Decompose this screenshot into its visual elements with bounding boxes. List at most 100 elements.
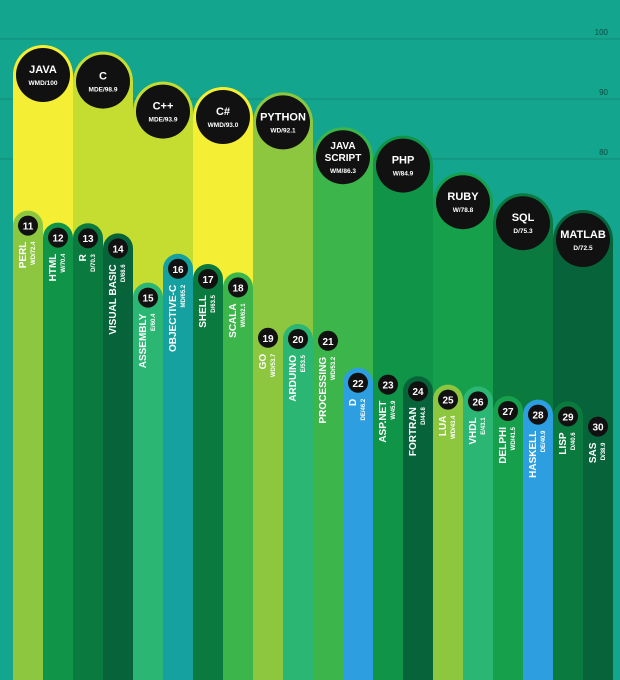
bar-rank-label: 27: [502, 407, 514, 418]
bar-badge: [316, 130, 370, 185]
bar-name-label: ASSEMBLY: [138, 313, 149, 368]
bar-mark: [103, 233, 133, 680]
bar-perl: 11 PERL WD/72.4: [13, 210, 43, 680]
bar-value-label: W/70.4: [61, 253, 67, 273]
bar-mark: [223, 272, 253, 680]
bar-mark: [163, 253, 193, 680]
bar-value-label: D/68.6: [121, 264, 127, 282]
bar-value-label: D/63.5: [211, 294, 217, 312]
bar-name-label: SQL: [512, 212, 535, 224]
bar-badge: [468, 391, 488, 412]
bar-name-label: SHELL: [198, 295, 209, 328]
bar-mark: [253, 322, 283, 680]
bar-badge: [408, 381, 428, 402]
bar-name-label: FORTRAN: [408, 407, 419, 456]
bar-processing: 21 PROCESSING WD/53.2: [313, 325, 343, 680]
bar-badge: [48, 227, 68, 248]
bar-name-label: PROCESSING: [318, 357, 329, 424]
bar-value-label: W/78.8: [453, 207, 474, 214]
bar-name-label: JAVA: [330, 141, 355, 152]
bar-name-label: DELPHI: [498, 427, 509, 464]
bar-mark: [283, 324, 313, 680]
bar-name-label: C++: [153, 101, 174, 113]
bar-mark: [493, 396, 523, 680]
bar-value-label: WM/86.3: [330, 168, 356, 175]
bar-mark: [433, 384, 463, 680]
bar-rank-label: 29: [562, 412, 574, 423]
bar-fortran: 24 FORTRAN D/44.8: [403, 376, 433, 680]
bar-value-label: WMD/93.0: [208, 122, 239, 129]
bar-html: 12 HTML W/70.4: [43, 222, 73, 680]
bar-badge: [256, 95, 310, 150]
bar-name-label: HTML: [48, 254, 59, 282]
bar-scala: 18 SCALA WM/62.1: [223, 272, 253, 680]
bar-rank-label: 17: [202, 275, 214, 286]
bar-value-label: E/43.1: [481, 417, 487, 435]
bar-value-label: WD/72.4: [31, 241, 37, 265]
bar-badge: [258, 327, 278, 348]
bar-r: 13 R D/70.3: [73, 223, 103, 680]
bar-badge: [348, 372, 368, 393]
bar-value-label: MD/65.2: [181, 284, 187, 307]
bar-name-label: VHDL: [468, 417, 479, 444]
bar-badge: [16, 48, 70, 102]
bar-assembly: 15 ASSEMBLY E/60.4: [133, 282, 163, 680]
bar-name-label: PHP: [392, 155, 415, 167]
bar-delphi: 27 DELPHI WD/41.5: [493, 396, 523, 680]
bar-name-label: R: [78, 253, 89, 261]
bar-name-label: C: [99, 71, 107, 83]
bar-rank-label: 20: [292, 335, 304, 346]
bar-badge: [436, 175, 490, 230]
bar-rank-label: 19: [262, 334, 274, 345]
bar-rank-label: 18: [232, 283, 244, 294]
bar-value-label: D/72.5: [573, 245, 593, 252]
bar-sas: 30 SAS D/38.9: [583, 411, 613, 680]
bar-badge: [78, 228, 98, 249]
bar-value-label: WM/62.1: [241, 303, 247, 328]
tick-label: 80: [599, 148, 608, 157]
bar-name-label: ARDUINO: [288, 355, 299, 402]
bar-shell: 17 SHELL D/63.5: [193, 264, 223, 680]
bar-rank-label: 14: [112, 244, 124, 255]
bar-value-label: MDE/93.9: [149, 117, 178, 124]
bar-badge: [18, 215, 38, 236]
bar-badge: [556, 213, 610, 267]
bar-badge: [108, 238, 128, 259]
bar-mark: [553, 401, 583, 680]
bar-name-label: VISUAL BASIC: [108, 264, 119, 334]
bar-badge: [496, 196, 550, 251]
bar-badge: [528, 404, 548, 425]
bar-name-label: SCRIPT: [325, 153, 362, 164]
bar-mark: [343, 367, 373, 680]
bar-value-label: D/38.9: [601, 442, 607, 460]
bar-value-label: D/44.8: [421, 407, 427, 425]
bar-arduino: 20 ARDUINO E/53.5: [283, 324, 313, 680]
bar-rank-label: 22: [352, 379, 364, 390]
tick-label: 100: [595, 28, 609, 37]
bar-badge: [168, 258, 188, 279]
bar-value-label: MDE/98.9: [89, 87, 118, 94]
bar-name-label: SAS: [588, 442, 599, 463]
bar-value-label: W/45.9: [391, 400, 397, 420]
bar-name-label: GO: [258, 354, 269, 370]
bar-badge: [136, 84, 190, 139]
bar-name-label: C#: [216, 106, 230, 118]
bar-value-label: WMD/100: [29, 80, 58, 87]
bar-mark: [73, 223, 103, 680]
bar-name-label: SCALA: [228, 303, 239, 337]
bar-name-label: RUBY: [447, 191, 479, 203]
bar-value-label: E/60.4: [151, 313, 157, 331]
bar-value-label: WD/53.7: [271, 353, 277, 377]
bar-value-label: E/53.5: [301, 354, 307, 372]
bar-name-label: MATLAB: [560, 229, 606, 241]
bar-mark: [313, 325, 343, 680]
bar-rank-label: 23: [382, 381, 394, 392]
bar-name-label: ASP.NET: [378, 401, 389, 443]
bar-badge: [376, 138, 430, 193]
bar-badge: [76, 54, 130, 109]
bar-mark: [403, 376, 433, 680]
bar-rank-label: 30: [592, 423, 604, 434]
bar-value-label: WD/41.5: [511, 426, 517, 450]
bar-value-label: W/84.9: [393, 171, 414, 178]
bar-mark: [583, 411, 613, 680]
